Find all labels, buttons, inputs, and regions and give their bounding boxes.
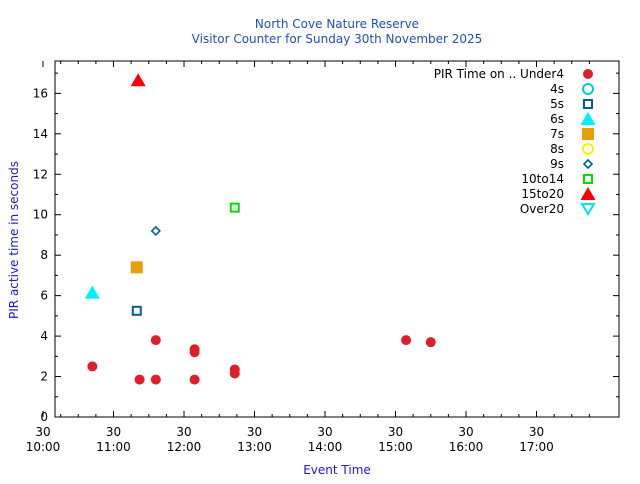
legend-label: 7s xyxy=(550,127,564,141)
chart-canvas: North Cove Nature Reserve Visitor Counte… xyxy=(0,0,640,480)
legend-marker xyxy=(584,100,592,108)
data-point xyxy=(131,261,143,273)
y-tick-label: 0 xyxy=(40,410,48,424)
y-tick-label: 8 xyxy=(40,248,48,262)
x-tick-hour-label: 12:00 xyxy=(167,440,202,454)
x-tick-minute-label: 30 xyxy=(388,425,403,439)
x-tick-minute-label: 30 xyxy=(458,425,473,439)
x-tick-hour-label: 10:00 xyxy=(26,440,61,454)
x-tick-hour-label: 13:00 xyxy=(237,440,272,454)
legend-marker xyxy=(584,160,592,168)
legend-marker xyxy=(583,84,593,94)
legend-marker xyxy=(581,112,596,125)
x-tick-minute-label: 30 xyxy=(176,425,191,439)
data-point xyxy=(133,307,141,315)
data-point xyxy=(151,335,161,345)
y-tick-label: 4 xyxy=(40,329,48,343)
x-tick-minute-label: 30 xyxy=(317,425,332,439)
legend-marker xyxy=(584,175,592,183)
legend-marker xyxy=(582,204,594,214)
legend-label: 9s xyxy=(550,157,564,171)
legend: PIR Time on .. Under44s5s6s7s8s9s10to141… xyxy=(434,67,596,216)
legend-marker xyxy=(581,187,596,200)
plot-frame xyxy=(55,61,619,417)
data-point xyxy=(190,344,200,354)
x-tick-minute-label: 30 xyxy=(106,425,121,439)
x-tick-hour-label: 15:00 xyxy=(378,440,413,454)
data-point xyxy=(85,286,100,299)
data-point xyxy=(135,375,145,385)
legend-marker xyxy=(582,128,594,140)
data-point xyxy=(426,337,436,347)
x-tick-hour-label: 11:00 xyxy=(96,440,131,454)
x-tick-minute-label: 30 xyxy=(529,425,544,439)
legend-label: 4s xyxy=(550,82,564,96)
x-tick-hour-label: 14:00 xyxy=(308,440,343,454)
scatter-chart: North Cove Nature Reserve Visitor Counte… xyxy=(0,0,640,480)
chart-subtitle: Visitor Counter for Sunday 30th November… xyxy=(192,32,483,46)
legend-label: Over20 xyxy=(520,202,564,216)
x-tick-hour-label: 17:00 xyxy=(519,440,554,454)
data-point xyxy=(401,335,411,345)
y-tick-label: 14 xyxy=(33,127,48,141)
y-tick-label: 16 xyxy=(33,86,48,100)
chart-title: North Cove Nature Reserve xyxy=(255,17,419,31)
y-axis-label: PIR active time in seconds xyxy=(7,161,21,319)
legend-label: 6s xyxy=(550,112,564,126)
legend-marker xyxy=(583,69,593,79)
data-point xyxy=(151,375,161,385)
x-axis-label: Event Time xyxy=(303,463,371,477)
axes: 02468101214163010:003011:003012:003013:0… xyxy=(26,61,619,454)
y-tick-label: 10 xyxy=(33,208,48,222)
legend-label: 5s xyxy=(550,97,564,111)
legend-label: 8s xyxy=(550,142,564,156)
x-tick-minute-label: 30 xyxy=(247,425,262,439)
y-tick-label: 6 xyxy=(40,289,48,303)
data-point xyxy=(152,227,160,235)
legend-label: 10to14 xyxy=(521,172,564,186)
data-point xyxy=(231,204,239,212)
data-points xyxy=(85,73,436,384)
data-point xyxy=(190,375,200,385)
y-tick-label: 12 xyxy=(33,167,48,181)
y-tick-label: 2 xyxy=(40,370,48,384)
legend-marker xyxy=(583,144,593,154)
data-point xyxy=(230,364,240,374)
data-point xyxy=(87,361,97,371)
x-tick-hour-label: 16:00 xyxy=(449,440,484,454)
legend-label: PIR Time on .. Under4 xyxy=(434,67,564,81)
legend-label: 15to20 xyxy=(521,187,564,201)
x-tick-minute-label: 30 xyxy=(35,425,50,439)
data-point xyxy=(131,73,146,86)
